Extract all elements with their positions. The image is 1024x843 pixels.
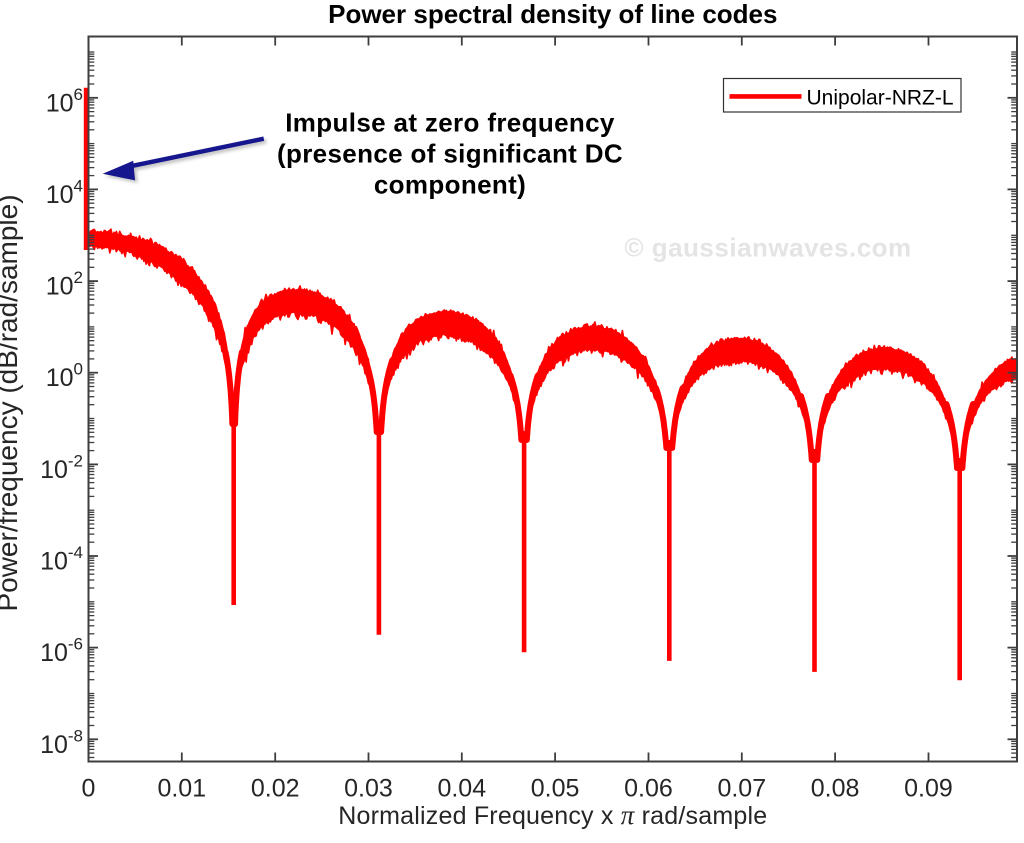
svg-text:component): component)	[374, 170, 526, 200]
svg-text:0.03: 0.03	[344, 775, 393, 803]
svg-text:0.07: 0.07	[717, 775, 766, 803]
svg-text:0: 0	[82, 775, 96, 803]
svg-text:© gaussianwaves.com: © gaussianwaves.com	[624, 233, 911, 263]
svg-text:0.04: 0.04	[437, 775, 486, 803]
svg-text:Impulse at zero frequency: Impulse at zero frequency	[285, 108, 615, 138]
svg-text:Normalized Frequency x π rad/s: Normalized Frequency x π rad/sample	[338, 800, 767, 830]
svg-text:10-2: 10-2	[40, 451, 83, 484]
svg-text:0.09: 0.09	[904, 775, 953, 803]
svg-text:0.02: 0.02	[251, 775, 300, 803]
svg-text:0.01: 0.01	[157, 775, 206, 803]
svg-text:10-4: 10-4	[40, 543, 83, 576]
svg-text:Unipolar-NRZ-L: Unipolar-NRZ-L	[807, 87, 954, 110]
svg-text:0.06: 0.06	[624, 775, 673, 803]
svg-text:Power spectral density of line: Power spectral density of line codes	[328, 0, 777, 29]
svg-text:Power/frequency (dB/rad/sample: Power/frequency (dB/rad/sample)	[0, 194, 23, 611]
svg-text:(presence of significant DC: (presence of significant DC	[277, 139, 623, 169]
svg-text:0.08: 0.08	[811, 775, 860, 803]
svg-text:0.05: 0.05	[531, 775, 580, 803]
